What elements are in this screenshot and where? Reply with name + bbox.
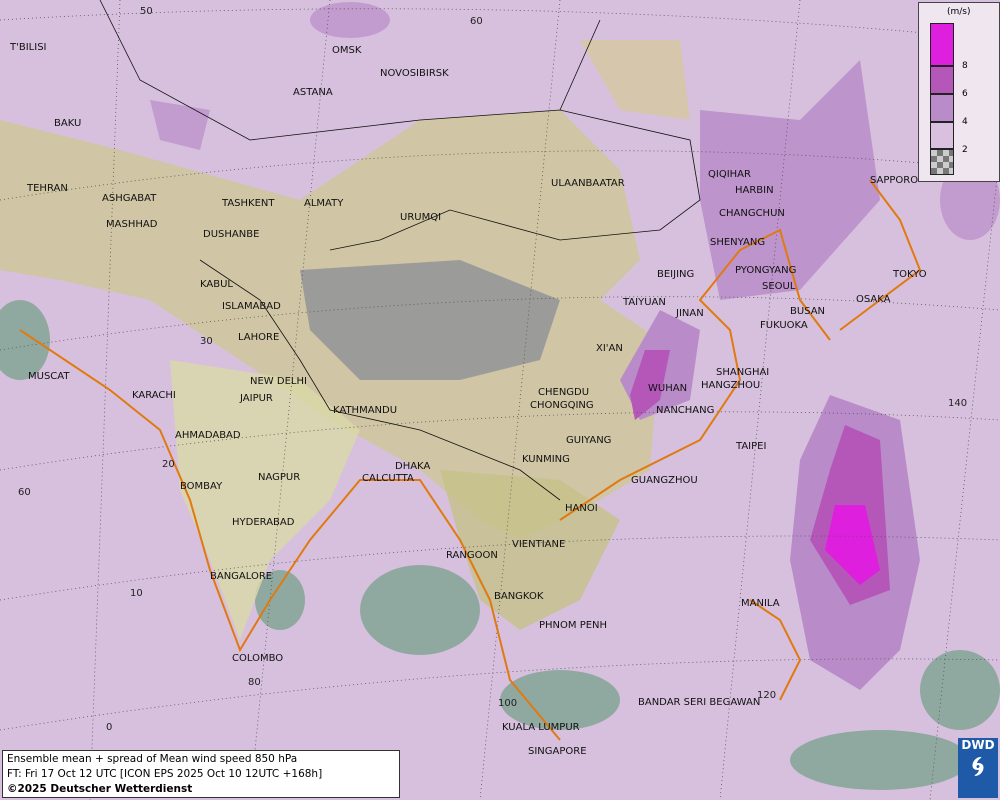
city-label: AHMADABAD [175,430,241,441]
city-label: T'BILISI [10,42,47,53]
city-label: NANCHANG [656,405,715,416]
city-label: KUNMING [522,454,570,465]
city-label: NOVOSIBIRSK [380,68,449,79]
city-label: OMSK [332,45,362,56]
graticule-label: 20 [162,459,175,470]
legend-swatch-4-6 [930,94,954,122]
city-label: VIENTIANE [512,539,566,550]
coastlines [19,179,922,741]
graticule-label: 60 [470,16,483,27]
city-label: BEIJING [657,269,695,280]
city-label: SHANGHAI [716,367,770,378]
legend-tick-6: 6 [962,89,968,99]
city-label: TOKYO [893,269,927,280]
graticule-label: 0 [106,722,113,733]
city-label: KUALA LUMPUR [502,722,580,733]
city-label: PHNOM PENH [539,620,608,631]
city-label: URUMQI [400,212,442,223]
city-label: GUIYANG [566,435,612,446]
legend-swatch-2-4 [930,122,954,149]
legend-tick-2: 2 [962,145,968,155]
city-label: GUANGZHOU [631,475,698,486]
info-box: Ensemble mean + spread of Mean wind spee… [2,750,400,798]
city-label: FUKUOKA [760,320,808,331]
city-label: CHANGCHUN [719,208,785,219]
city-label: SEOUL [762,281,796,292]
graticule-label: 50 [140,6,153,17]
borders [99,0,701,501]
city-label: OSAKA [856,294,891,305]
color-legend: (m/s) 8 6 4 2 [918,2,1000,182]
city-label: TAIYUAN [623,297,666,308]
city-label: DHAKA [395,461,431,472]
city-label: QIQIHAR [708,169,751,180]
city-label: BUSAN [790,306,826,317]
city-label: SHENYANG [710,237,766,248]
city-label: HARBIN [735,185,774,196]
city-label: PYONGYANG [735,265,797,276]
city-label: XI'AN [596,343,623,354]
city-label: BANGALORE [210,571,273,582]
city-label: ASHGABAT [102,193,157,204]
legend-swatch-below-2 [930,149,954,175]
city-label: CHONGQING [530,400,594,411]
city-label: MANILA [741,598,780,609]
sea-areas [0,300,1000,790]
city-label: ASTANA [293,87,333,98]
city-label: KABUL [200,279,233,290]
legend-swatch-6-8 [930,66,954,94]
city-label: KATHMANDU [333,405,398,416]
city-label: JINAN [676,308,704,319]
city-label: MUSCAT [28,371,70,382]
legend-tick-4: 4 [962,117,968,127]
land-terrain [0,40,690,640]
graticule-label: 120 [757,690,777,701]
city-label: NEW DELHI [250,376,307,387]
city-label: BANGKOK [494,591,544,602]
city-label: ULAANBAATAR [551,178,625,189]
city-label: MASHHAD [106,219,158,230]
city-label: HANOI [565,503,598,514]
dwd-logo-text: DWD [961,738,995,752]
city-label: JAIPUR [240,393,273,404]
city-label: COLOMBO [232,653,284,664]
city-label: BOMBAY [180,481,223,492]
city-label: HANGZHOU [701,380,761,391]
city-label: LAHORE [238,332,280,343]
city-label: CALCUTTA [362,473,414,484]
city-label: SAPPORO [870,175,919,186]
city-label: ISLAMABAD [222,301,281,312]
city-label: KARACHI [132,390,176,401]
city-label: BANDAR SERI BEGAWAN [638,697,761,708]
city-label: WUHAN [648,383,688,394]
forecast-time: FT: Fri 17 Oct 12 UTC [ICON EPS 2025 Oct… [7,768,323,780]
dwd-logo: DWD 🌀︎ [958,738,998,798]
graticule-label: 10 [130,588,143,599]
city-label: NAGPUR [258,472,301,483]
graticule-label: 80 [248,677,261,688]
legend-unit: (m/s) [947,7,971,17]
city-label: SINGAPORE [528,746,587,757]
graticule-label: 60 [18,487,31,498]
city-label: CHENGDU [538,387,590,398]
graticule-label: 30 [200,336,213,347]
city-label: ALMATY [304,198,344,209]
city-label: DUSHANBE [203,229,260,240]
copyright: ©2025 Deutscher Wetterdienst [7,783,193,795]
swirl-icon: 🌀︎ [971,752,985,782]
city-label: TAIPEI [736,441,767,452]
city-label: RANGOON [446,550,498,561]
legend-swatch-8plus [930,23,954,66]
city-label: BAKU [54,118,82,129]
legend-tick-8: 8 [962,61,968,71]
map-title: Ensemble mean + spread of Mean wind spee… [7,753,298,765]
city-label: TASHKENT [222,198,275,209]
graticule-label: 100 [498,698,518,709]
graticule-label: 140 [948,398,968,409]
city-label: HYDERABAD [232,517,295,528]
city-label: TEHRAN [27,183,68,194]
